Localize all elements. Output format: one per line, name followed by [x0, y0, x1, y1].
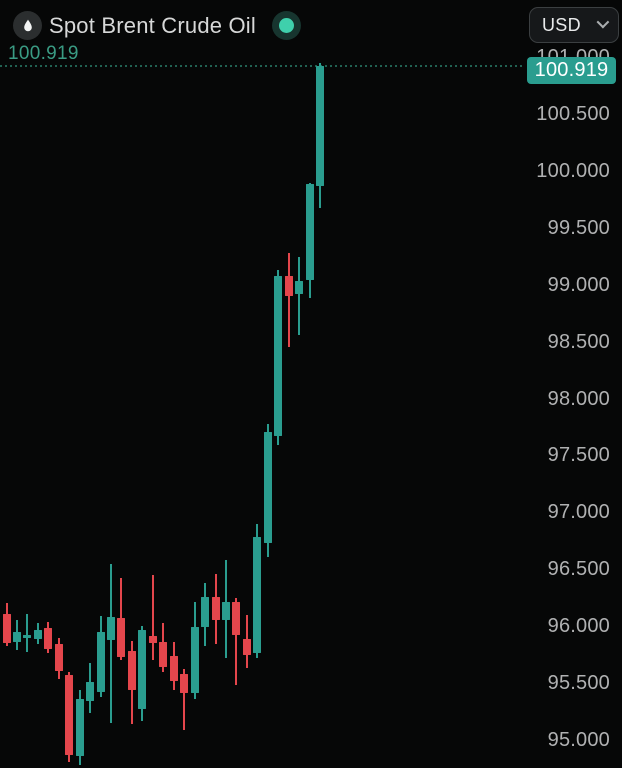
candle-body — [54, 644, 63, 671]
candle-body — [180, 673, 189, 694]
candle-body — [159, 642, 168, 668]
candle-body — [284, 275, 293, 297]
price-tick-label: 95.000 — [547, 729, 610, 751]
price-tick-label: 97.000 — [547, 501, 610, 524]
price-tick-label: 96.500 — [547, 558, 610, 581]
candle-body — [127, 651, 136, 690]
price-tick-label: 97.500 — [547, 444, 610, 467]
candle-body — [96, 631, 105, 693]
candle-body — [305, 184, 314, 281]
oil-drop-icon — [13, 11, 42, 40]
candle-body — [12, 631, 21, 643]
candle-body — [221, 602, 230, 621]
candle-body — [44, 628, 53, 649]
currency-value: USD — [542, 14, 581, 35]
candle-body — [190, 627, 199, 694]
live-status-dot-icon — [272, 11, 301, 40]
candle-body — [107, 617, 115, 640]
live-dot — [279, 18, 294, 33]
candlestick-series — [2, 62, 324, 766]
candle-body — [23, 635, 32, 638]
price-tick-label: 99.000 — [547, 273, 610, 296]
candle-wick — [110, 563, 112, 723]
price-axis[interactable]: 101.000100.500100.00099.50099.00098.5009… — [527, 0, 622, 768]
header: Spot Brent Crude Oil USD — [0, 0, 622, 50]
price-tick-label: 98.000 — [547, 387, 610, 410]
current-price-label: 100.919 — [8, 43, 79, 64]
current-price-line — [0, 65, 524, 68]
currency-selector[interactable]: USD — [529, 7, 619, 43]
candle-body — [242, 638, 251, 655]
candle-body — [253, 537, 262, 654]
price-tick-label: 100.500 — [536, 102, 610, 125]
instrument-title: Spot Brent Crude Oil — [49, 13, 256, 38]
candle-body — [33, 629, 42, 639]
candle-wick — [298, 257, 301, 335]
candle-wick — [287, 252, 290, 348]
candle-body — [75, 699, 84, 756]
current-price-badge: 100.919 — [527, 57, 616, 84]
candle-body — [86, 681, 95, 702]
candle-body — [65, 675, 74, 755]
candle-body — [232, 602, 241, 636]
candle-body — [263, 431, 272, 544]
price-tick-label: 96.000 — [547, 615, 610, 638]
price-tick-label: 98.500 — [547, 330, 610, 353]
candle-body — [295, 281, 304, 294]
candle-body — [316, 66, 324, 186]
candle-body — [117, 618, 126, 657]
candle-body — [148, 636, 157, 644]
candle-wick — [183, 669, 186, 730]
price-tick-label: 100.000 — [536, 159, 610, 182]
candle-body — [138, 629, 147, 710]
candle-wick — [235, 597, 238, 686]
candle-body — [211, 596, 220, 621]
candle-body — [169, 655, 178, 681]
price-tick-label: 95.500 — [547, 672, 610, 695]
candle-wick — [26, 613, 29, 653]
price-tick-label: 99.500 — [547, 216, 610, 239]
candle-wick — [151, 574, 154, 661]
candle-body — [201, 596, 210, 628]
candle-body — [274, 275, 283, 437]
candle-body — [2, 613, 11, 644]
